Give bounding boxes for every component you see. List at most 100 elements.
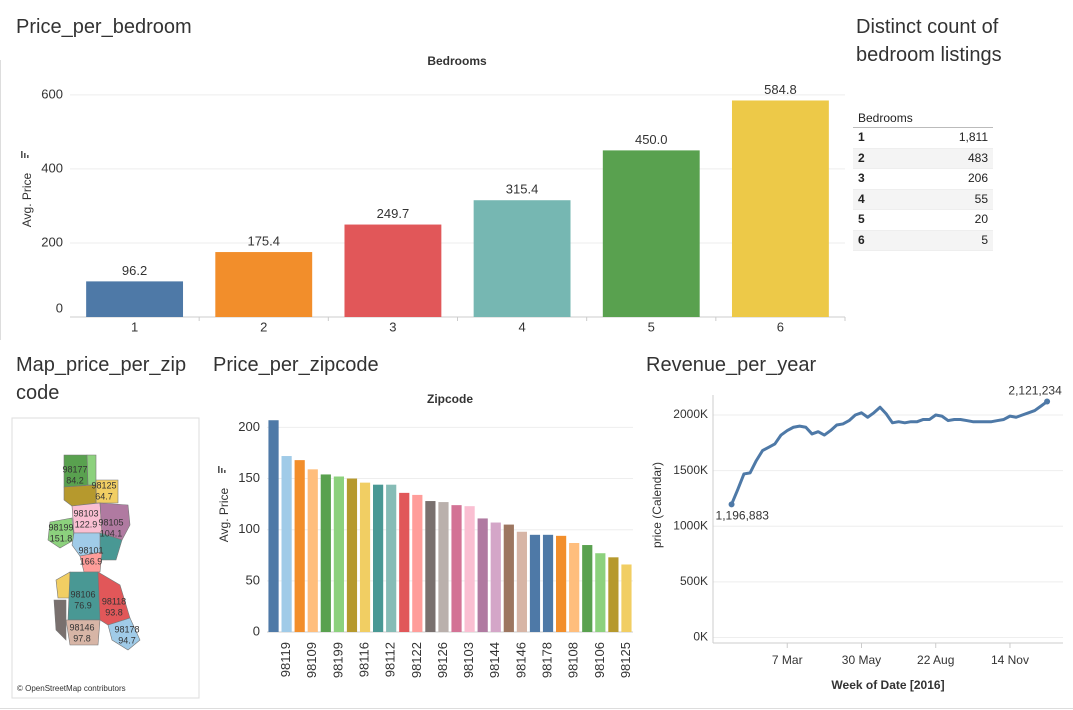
- bar: [373, 484, 384, 632]
- bar: [320, 474, 331, 632]
- sort-icon: [21, 151, 23, 158]
- table-cell: 2: [858, 150, 865, 165]
- map-region: [107, 617, 141, 651]
- x-tick-label: 1: [131, 319, 138, 334]
- bar: [386, 484, 397, 632]
- map-value-label: 76.9: [74, 600, 92, 610]
- x-tick-label: 2: [260, 319, 267, 334]
- x-tick-label: 98103: [461, 642, 476, 678]
- map-region: [65, 619, 101, 646]
- bar: [307, 469, 318, 632]
- sort-icon: [224, 470, 226, 473]
- map-zipcode-label: 98118: [102, 596, 126, 606]
- sort-icon: [221, 468, 223, 473]
- map-value-label: 166.9: [80, 556, 103, 566]
- x-tick-label: 98108: [566, 642, 581, 678]
- bar: [503, 524, 514, 632]
- table-cell: 206: [967, 171, 988, 185]
- x-tick-label: 98144: [487, 642, 502, 678]
- chart-title: Revenue_per_year: [646, 354, 817, 376]
- data-label: 2,121,234: [1008, 384, 1062, 398]
- table-cell: 6: [858, 232, 865, 247]
- bar: [608, 557, 619, 632]
- y-tick-label: 1500K: [673, 463, 708, 477]
- map-zipcode-label: 98199: [48, 522, 73, 532]
- table-cell: 4: [858, 191, 865, 206]
- y-tick-label: 600: [41, 86, 63, 101]
- bar: [490, 522, 501, 632]
- map-value-label: 94.7: [118, 635, 136, 645]
- bar: [359, 482, 371, 632]
- map-attribution: © OpenStreetMap contributors: [17, 684, 126, 693]
- x-tick-label: 98106: [592, 642, 607, 678]
- chart-title: Price_per_zipcode: [213, 354, 379, 376]
- y-axis-label: price (Calendar): [650, 462, 664, 548]
- bar: [464, 506, 475, 632]
- x-tick-label: 3: [389, 319, 396, 334]
- bar: [516, 531, 527, 632]
- bar: [529, 534, 541, 632]
- bar: [281, 456, 292, 632]
- map-zipcode-label: 98177: [62, 464, 87, 474]
- bar: [542, 534, 554, 632]
- y-axis-label: Avg. Price: [217, 487, 231, 542]
- x-axis-label: Week of Date [2016]: [831, 678, 944, 692]
- table-row: 1 1,811: [853, 128, 993, 149]
- x-tick-label: 30 May: [842, 653, 881, 667]
- point: [728, 501, 735, 508]
- chart-header: Zipcode: [427, 392, 473, 406]
- data-label: 175.4: [247, 233, 280, 248]
- table-cell: 5: [858, 212, 865, 226]
- y-tick-label: 200: [238, 419, 260, 434]
- sort-icon: [24, 153, 26, 158]
- bar: [438, 502, 449, 632]
- sort-icon: [27, 155, 29, 158]
- table-cell: 1: [858, 130, 865, 144]
- map-zipcode-label: 98103: [73, 508, 98, 518]
- map-value-label: 151.8: [50, 533, 73, 543]
- table-row: 3 206: [853, 169, 993, 190]
- bar: [268, 420, 279, 632]
- chart-title: Price_per_bedroom: [16, 16, 192, 38]
- bar: [333, 476, 344, 632]
- map-value-label: 97.8: [73, 633, 91, 643]
- y-tick-label: 50: [246, 572, 260, 587]
- y-tick-label: 1000K: [673, 518, 708, 532]
- map-shapes: [47, 454, 141, 651]
- x-tick-label: 98122: [409, 642, 424, 678]
- y-tick-label: 0: [253, 623, 260, 638]
- map-region: [99, 502, 131, 541]
- bar: [473, 200, 571, 317]
- bar: [731, 100, 829, 317]
- bar: [425, 501, 436, 632]
- y-tick-label: 200: [41, 234, 63, 249]
- bar: [346, 478, 358, 632]
- x-tick-label: 98178: [539, 642, 554, 678]
- bar: [569, 542, 580, 632]
- map-region: [79, 551, 103, 573]
- x-tick-label: 98116: [356, 642, 371, 677]
- map-title: Map_price_per_zipcode: [16, 354, 187, 404]
- data-label: 249.7: [377, 206, 410, 221]
- x-tick-label: 98146: [513, 642, 528, 678]
- table-header: Bedrooms: [853, 109, 993, 128]
- map-region: [47, 517, 75, 549]
- line: [730, 400, 1048, 505]
- x-tick-label: 14 Nov: [991, 653, 1029, 667]
- y-tick-label: 500K: [680, 574, 708, 588]
- bar: [595, 553, 606, 632]
- y-tick-label: 2000K: [673, 407, 708, 421]
- bar: [344, 224, 442, 317]
- map-value-label: 122.9: [75, 519, 98, 529]
- bar: [602, 150, 700, 317]
- table-row: 2 483: [853, 148, 993, 169]
- table-row: 4 55: [853, 189, 993, 210]
- bar: [556, 535, 567, 632]
- x-tick-label: 98112: [383, 642, 398, 677]
- table-row: 5 20: [853, 210, 993, 231]
- bar: [399, 492, 410, 632]
- x-tick-label: 98126: [435, 642, 450, 678]
- table-cell: 1,811: [958, 130, 988, 144]
- table-cell: 20: [974, 212, 988, 226]
